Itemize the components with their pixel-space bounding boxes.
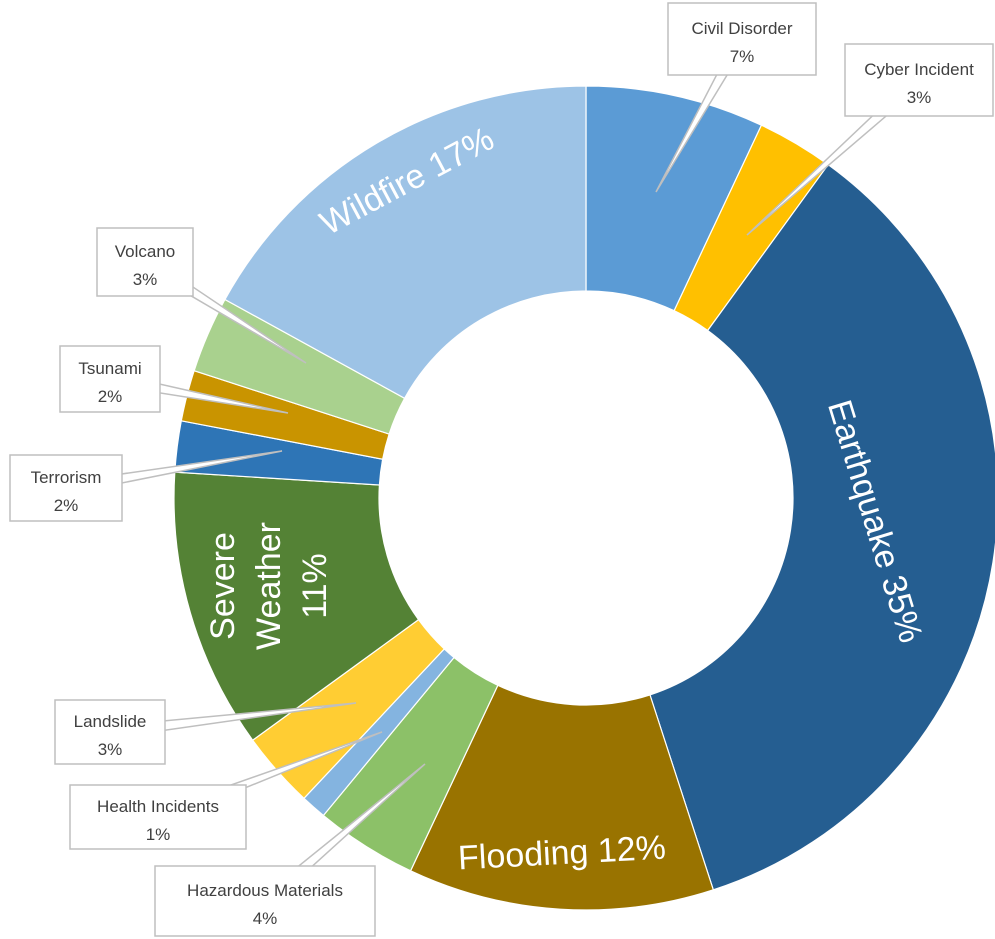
callout-tsunami: Tsunami 2%: [59, 345, 161, 413]
callout-landslide: Landslide 3%: [54, 699, 166, 765]
callout-value-civil-disorder: 7%: [730, 47, 755, 66]
callout-box-landslide: [54, 699, 166, 765]
callout-volcano: Volcano 3%: [96, 227, 194, 297]
callout-label-civil-disorder: Civil Disorder: [691, 19, 792, 38]
inside-label-severe-weather: Severe Weather 11%: [204, 522, 334, 650]
callout-label-cyber-incident: Cyber Incident: [864, 60, 974, 79]
callout-hazardous-materials: Hazardous Materials 4%: [154, 865, 376, 937]
callout-box-tsunami: [59, 345, 161, 413]
callout-value-volcano: 3%: [133, 270, 158, 289]
slice-severe-weather: [173, 471, 420, 742]
callout-cyber-incident: Cyber Incident 3%: [844, 43, 994, 117]
callout-civil-disorder: Civil Disorder 7%: [667, 2, 817, 76]
callout-value-tsunami: 2%: [98, 387, 123, 406]
slices-layer: [173, 85, 995, 911]
callout-value-terrorism: 2%: [54, 496, 79, 515]
callout-label-hazardous-materials: Hazardous Materials: [187, 881, 343, 900]
callout-value-hazardous-materials: 4%: [253, 909, 278, 928]
callout-box-hazardous-materials: [154, 865, 376, 937]
callout-box-cyber-incident: [844, 43, 994, 117]
callout-value-health-incidents: 1%: [146, 825, 171, 844]
callout-value-landslide: 3%: [98, 740, 123, 759]
callout-box-civil-disorder: [667, 2, 817, 76]
callout-box-volcano: [96, 227, 194, 297]
callout-box-terrorism: [9, 454, 123, 522]
callout-label-landslide: Landslide: [74, 712, 147, 731]
callout-terrorism: Terrorism 2%: [9, 454, 123, 522]
callout-label-tsunami: Tsunami: [78, 359, 141, 378]
callout-health-incidents: Health Incidents 1%: [69, 784, 247, 850]
callout-label-terrorism: Terrorism: [31, 468, 102, 487]
callout-box-health-incidents: [69, 784, 247, 850]
callout-label-volcano: Volcano: [115, 242, 176, 261]
slice-wildfire: [224, 85, 587, 400]
callout-label-health-incidents: Health Incidents: [97, 797, 219, 816]
slice-earthquake: [649, 163, 995, 891]
callouts-layer: Civil Disorder 7% Cyber Incident 3% Volcano 3…: [9, 2, 994, 937]
slice-flooding: [409, 684, 715, 911]
callout-value-cyber-incident: 3%: [907, 88, 932, 107]
